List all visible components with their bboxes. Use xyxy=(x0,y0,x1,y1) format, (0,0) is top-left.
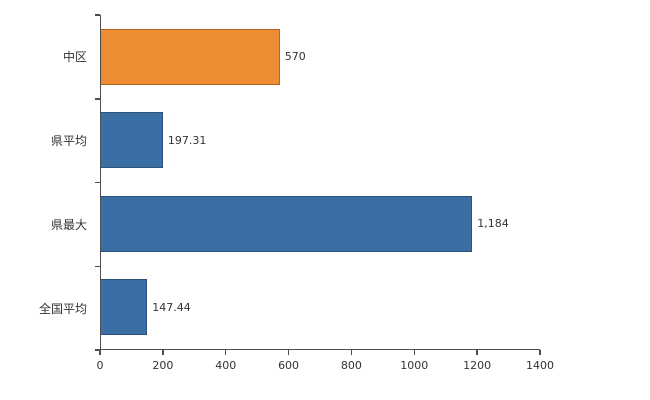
bar-row: 1,184 xyxy=(101,182,540,266)
x-tick-label: 400 xyxy=(215,359,237,372)
x-tick-mark xyxy=(350,350,353,355)
y-tick xyxy=(95,349,100,351)
x-axis: 0 200 400 600 800 1000 1200 1400 xyxy=(96,350,554,380)
x-tick-label: 200 xyxy=(152,359,174,372)
x-tick-mark xyxy=(224,350,227,355)
bar-value-label: 1,184 xyxy=(477,217,509,231)
y-axis-ticks xyxy=(95,14,100,351)
y-tick xyxy=(95,181,100,184)
bar-中区 xyxy=(101,28,280,85)
x-tick-mark xyxy=(413,350,416,355)
x-tick-mark xyxy=(476,350,478,355)
category-label: 全国平均 xyxy=(38,301,87,316)
y-tick xyxy=(95,14,100,16)
bar-value-label: 570 xyxy=(284,50,306,64)
x-tick-label: 1200 xyxy=(463,359,492,372)
bar-row: 197.31 xyxy=(101,99,540,183)
y-tick xyxy=(95,265,100,267)
bar-value-label: 147.44 xyxy=(152,300,191,314)
category-label: 中区 xyxy=(62,50,87,65)
category-label: 県最大 xyxy=(50,217,87,232)
y-tick xyxy=(95,98,100,100)
x-tick-mark xyxy=(287,350,290,355)
x-tick-mark xyxy=(162,350,164,355)
bar-row: 570 xyxy=(101,15,540,99)
y-axis-labels: 中区県平均県最大全国平均 xyxy=(0,15,95,350)
x-tick-label: 800 xyxy=(340,359,362,372)
x-tick-mark xyxy=(99,350,101,355)
bar-row: 147.44 xyxy=(101,266,540,350)
x-tick-label: 600 xyxy=(278,359,300,372)
bar-県最大 xyxy=(101,195,473,252)
bar-全国平均 xyxy=(101,279,148,336)
x-tick-label: 1000 xyxy=(400,359,429,372)
category-label: 県平均 xyxy=(50,134,87,149)
bar-value-label: 197.31 xyxy=(167,133,207,147)
x-tick-label: 1400 xyxy=(526,359,554,372)
x-tick-label: 0 xyxy=(96,359,104,372)
x-tick-mark xyxy=(539,350,541,355)
bar-県平均 xyxy=(101,112,163,169)
plot-area: 570 197.31 1,184 147.44 xyxy=(100,15,540,350)
